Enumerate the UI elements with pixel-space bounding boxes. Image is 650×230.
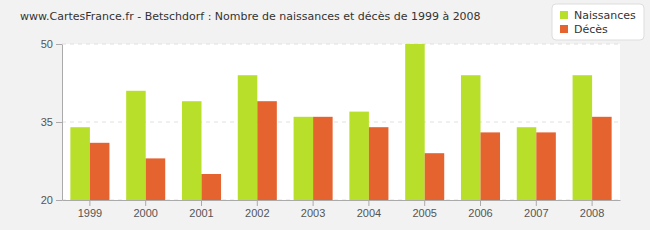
tick-mark (368, 200, 369, 206)
bar (294, 117, 314, 200)
grid-line (62, 44, 620, 45)
bar (238, 75, 258, 200)
tick-label: 2000 (133, 207, 157, 219)
tick-label: 1999 (78, 207, 102, 219)
tick-label: 2007 (524, 207, 548, 219)
bar (257, 101, 277, 200)
bar (517, 127, 537, 200)
tick-label: 50 (41, 38, 53, 50)
tick: 2001 (189, 200, 213, 219)
bar (573, 75, 593, 200)
tick: 2002 (245, 200, 269, 219)
tick-label: 2006 (468, 207, 492, 219)
tick-mark (480, 200, 481, 206)
bar (313, 117, 333, 200)
tick-mark (145, 200, 146, 206)
tick: 2004 (357, 200, 381, 219)
bar (405, 44, 425, 200)
background (0, 0, 650, 230)
tick-mark (424, 200, 425, 206)
tick-label: 2001 (189, 207, 213, 219)
bar (369, 127, 389, 200)
bar (126, 91, 146, 200)
tick-mark (536, 200, 537, 206)
tick-label: 2005 (412, 207, 436, 219)
tick: 2006 (468, 200, 492, 219)
tick: 2005 (412, 200, 436, 219)
tick-mark (592, 200, 593, 206)
bar (536, 132, 556, 200)
x-axis: 1999 2000 2001 2002 2003 2004 2005 2006 2007 2008 (63, 200, 621, 219)
tick: 50 (41, 38, 62, 50)
tick: 2007 (524, 200, 548, 219)
legend-label: Naissances (574, 9, 636, 22)
tick-mark (313, 200, 314, 206)
legend-swatch (560, 25, 568, 33)
tick-label: 2004 (357, 207, 381, 219)
tick-mark (257, 200, 258, 206)
y-axis: 20 35 50 (41, 38, 63, 206)
bar (70, 127, 90, 200)
axis-line (62, 45, 63, 201)
chart: www.CartesFrance.fr - Betschdorf : Nombr… (0, 0, 650, 230)
legend-label: Décès (574, 23, 608, 36)
title: www.CartesFrance.fr - Betschdorf : Nombr… (20, 10, 481, 23)
bar (146, 158, 166, 200)
bar (592, 117, 612, 200)
tick-label: 20 (41, 194, 53, 206)
bar (202, 174, 222, 200)
tick: 20 (41, 194, 62, 206)
tick-mark (56, 200, 62, 201)
tick: 2003 (301, 200, 325, 219)
tick-label: 2008 (580, 207, 604, 219)
bar (90, 143, 110, 200)
tick: 2000 (133, 200, 157, 219)
tick: 2008 (580, 200, 604, 219)
tick-label: 2002 (245, 207, 269, 219)
bar (461, 75, 481, 200)
tick-mark (89, 200, 90, 206)
bar (349, 112, 369, 200)
legend: NaissancesDécès (552, 4, 644, 40)
plot-area (62, 44, 620, 200)
grid (62, 44, 620, 200)
bars (70, 44, 611, 200)
legend-swatch (560, 11, 568, 19)
tick-label: 35 (41, 116, 53, 128)
tick-mark (201, 200, 202, 206)
bar (481, 132, 501, 200)
tick-mark (56, 122, 62, 123)
bar (182, 101, 202, 200)
tick-label: 2003 (301, 207, 325, 219)
tick: 1999 (78, 200, 102, 219)
bar (425, 153, 445, 200)
legend-box (552, 4, 644, 40)
tick-mark (56, 44, 62, 45)
tick: 35 (41, 116, 62, 128)
